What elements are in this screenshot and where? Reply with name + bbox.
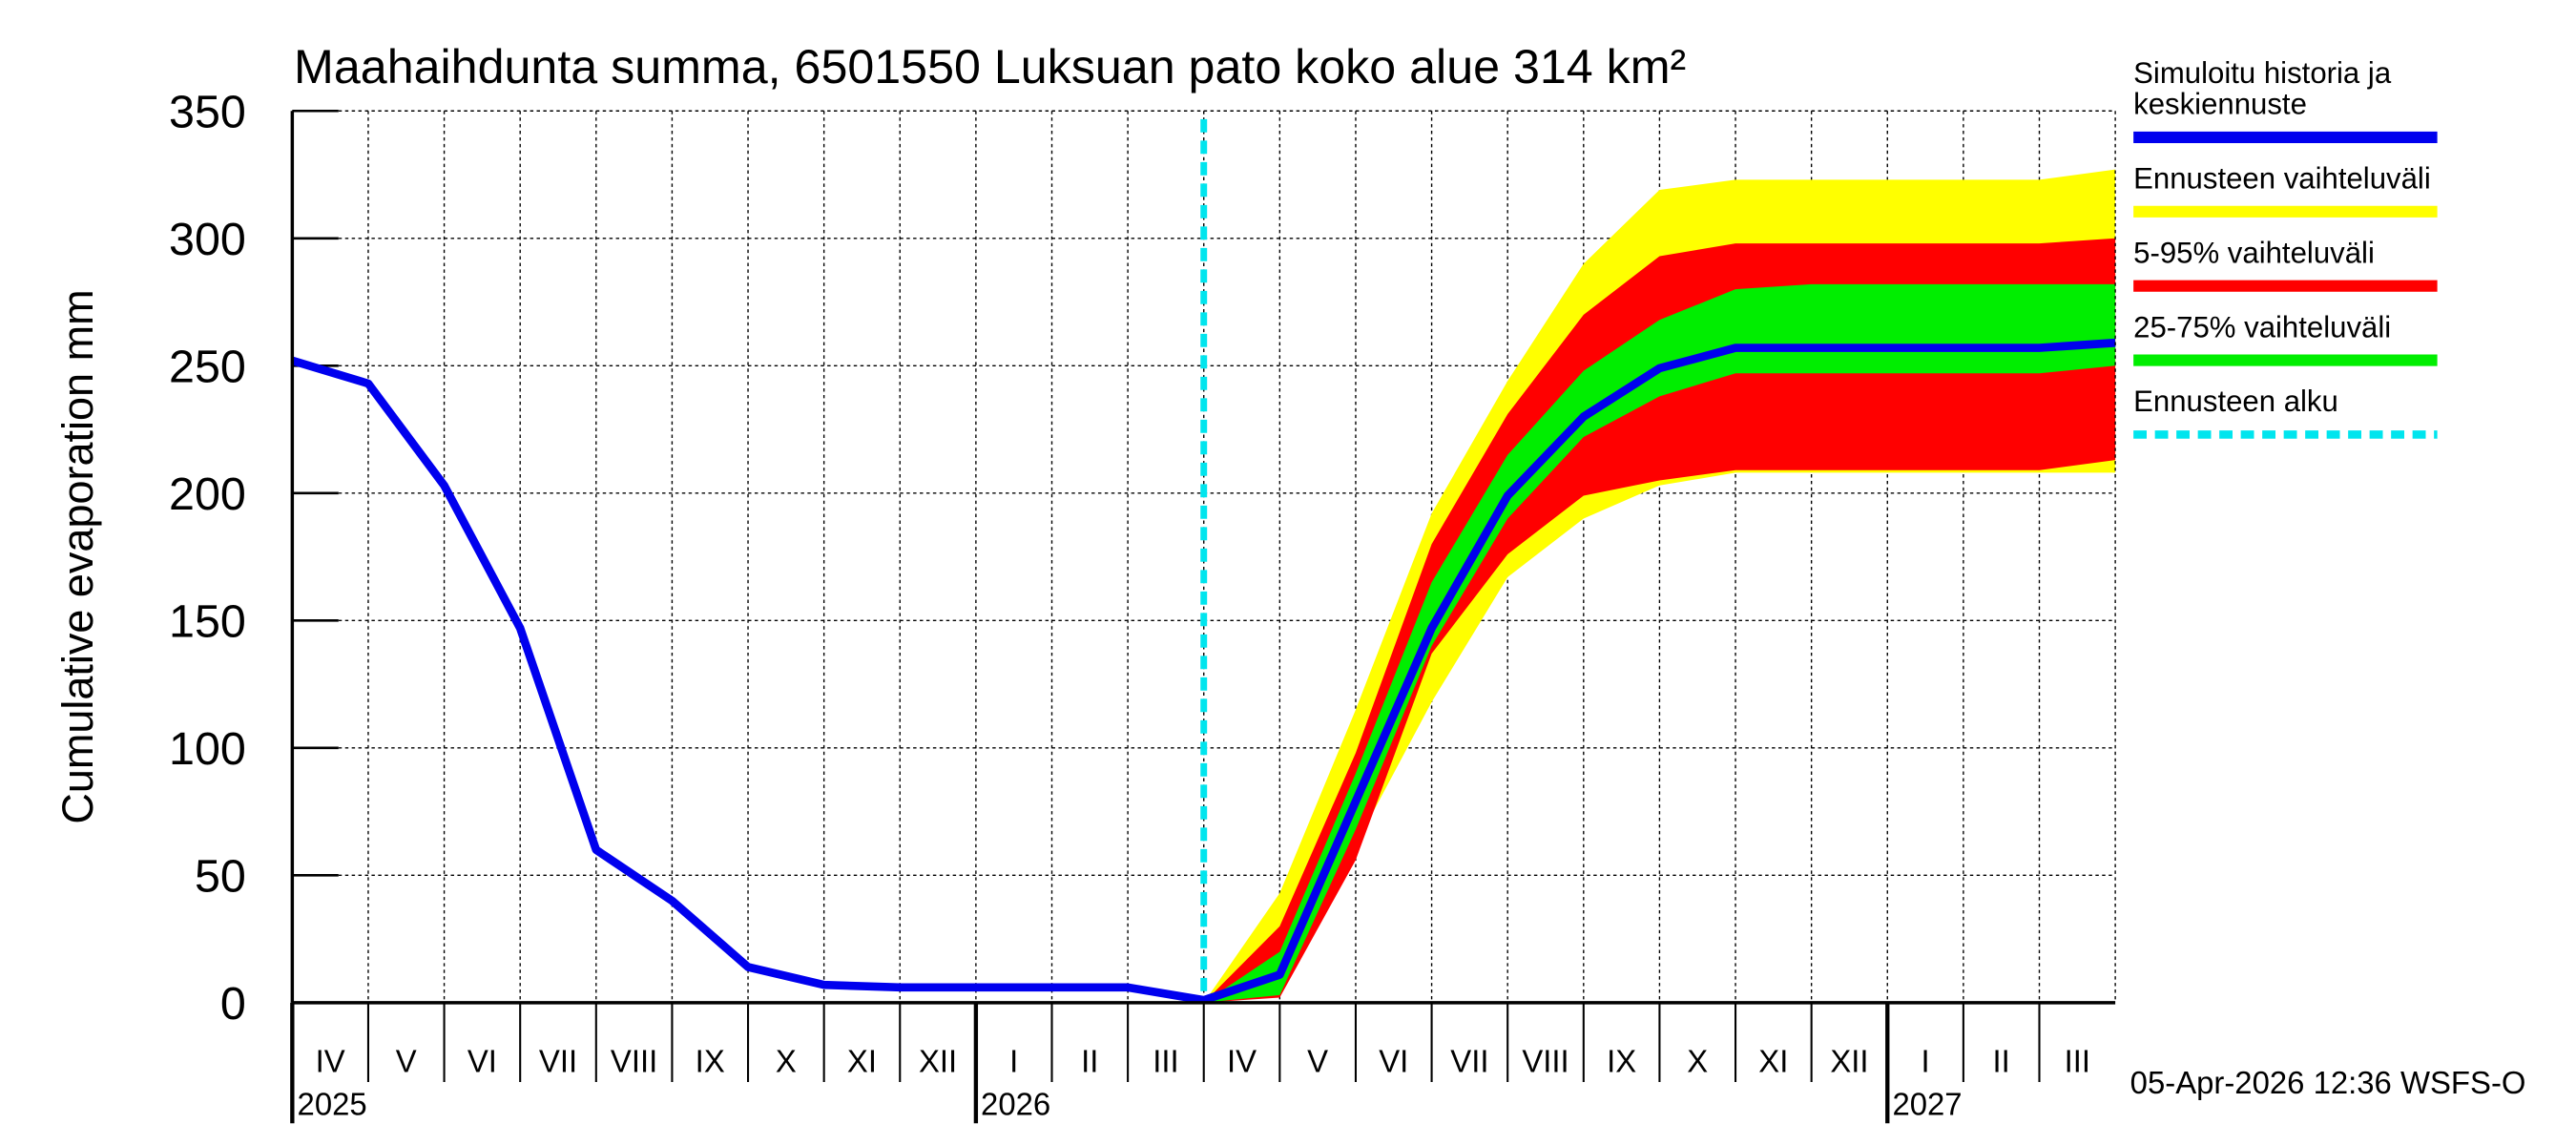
y-tick-label: 0 (220, 978, 246, 1030)
y-tick-label: 250 (169, 342, 246, 393)
x-tick-label: XI (1758, 1044, 1788, 1079)
legend-label: Ennusteen alku (2133, 385, 2338, 418)
x-tick-label: II (1993, 1044, 2010, 1079)
x-tick-label: XII (919, 1044, 957, 1079)
forecast-band (1203, 238, 2116, 1003)
y-axis-label: Cumulative evaporation mm (53, 289, 102, 823)
x-tick-label: III (1153, 1044, 1178, 1079)
x-tick-label: II (1081, 1044, 1098, 1079)
x-tick-label: I (1009, 1044, 1018, 1079)
y-tick-label: 200 (169, 468, 246, 520)
legend-label: 5-95% vaihteluväli (2133, 236, 2375, 269)
x-tick-label: IV (1227, 1044, 1257, 1079)
x-tick-label: VI (1379, 1044, 1408, 1079)
x-tick-label: IV (316, 1044, 345, 1079)
x-tick-label: V (1307, 1044, 1328, 1079)
footer: 05-Apr-2026 12:36 WSFS-O (2130, 1065, 2526, 1100)
legend-label: Simuloitu historia ja keskiennuste (2133, 56, 2392, 121)
year-label: 2026 (981, 1087, 1050, 1122)
year-label: 2027 (1892, 1087, 1962, 1122)
y-tick-label: 150 (169, 596, 246, 648)
x-tick-label: VII (539, 1044, 577, 1079)
y-tick-label: 300 (169, 214, 246, 265)
y-tick-label: 100 (169, 723, 246, 775)
legend-label: 25-75% vaihteluväli (2133, 310, 2391, 344)
y-tick-label: 50 (195, 851, 246, 903)
x-tick-label: IX (1607, 1044, 1636, 1079)
year-label: 2025 (298, 1087, 367, 1122)
chart-title: Maahaihdunta summa, 6501550 Luksuan pato… (294, 40, 1686, 94)
x-tick-label: IX (696, 1044, 725, 1079)
x-tick-label: III (2065, 1044, 2090, 1079)
x-tick-label: VIII (1522, 1044, 1568, 1079)
y-tick-label: 350 (169, 87, 246, 138)
x-tick-label: X (776, 1044, 797, 1079)
x-tick-label: VIII (611, 1044, 657, 1079)
x-tick-label: XII (1830, 1044, 1868, 1079)
legend-label: Ennusteen vaihteluväli (2133, 162, 2431, 196)
x-tick-label: X (1687, 1044, 1708, 1079)
x-tick-label: V (396, 1044, 417, 1079)
x-tick-label: I (1922, 1044, 1930, 1079)
x-tick-label: VII (1450, 1044, 1488, 1079)
x-tick-label: XI (847, 1044, 877, 1079)
x-tick-label: VI (467, 1044, 497, 1079)
series-line (291, 338, 2116, 1005)
